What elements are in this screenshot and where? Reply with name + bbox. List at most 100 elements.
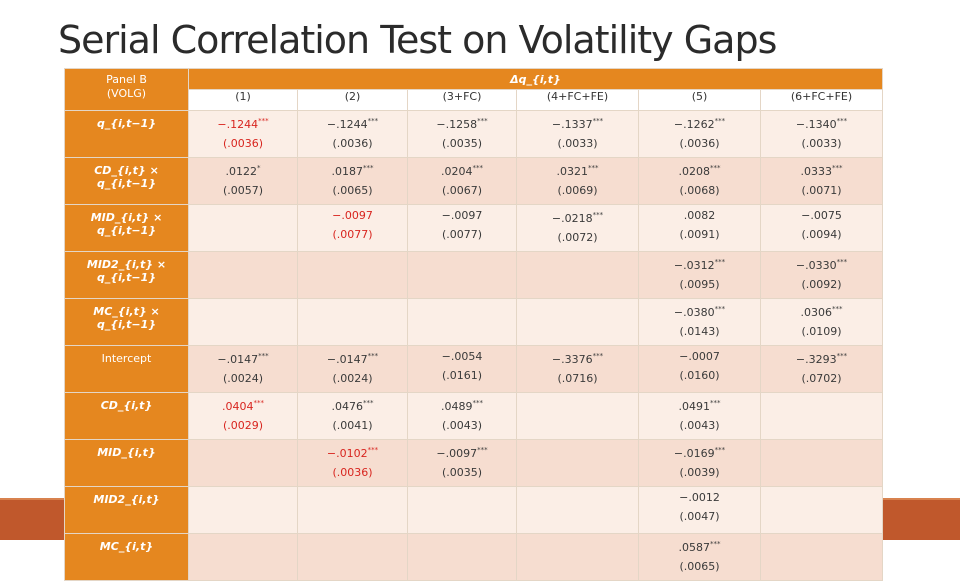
table-cell (516, 251, 639, 299)
row-label: MID2_{i,t} (64, 486, 189, 534)
standard-error: (.0071) (801, 184, 842, 197)
coefficient: −.0147*** (189, 347, 297, 369)
table-row: CD_{i,t} .0404*** (.0029) .0476*** (.0041) .0… (64, 392, 884, 440)
coefficient-value: −.0097 (332, 209, 373, 222)
coefficient-value: −.1244 (326, 118, 368, 131)
coefficient-value: −.0075 (801, 209, 842, 222)
table-cell: −.0097 (.0077) (407, 204, 517, 252)
coefficient: −.0097*** (408, 441, 516, 463)
table-cell (297, 298, 408, 346)
row-label: MC_{i,t} (64, 533, 189, 581)
coefficient-value: −.1340 (795, 118, 837, 131)
standard-error: (.0047) (679, 510, 720, 523)
standard-error: (.0160) (679, 369, 720, 382)
table-cell: −.0075 (.0094) (759, 204, 884, 252)
significance-stars: *** (367, 446, 379, 454)
table-row: CD_{i,t} × q_{i,t−1} .0122* (.0057) .0187**… (64, 157, 884, 205)
table-cell: −.0102*** (.0036) (297, 439, 408, 487)
significance-stars: *** (363, 164, 374, 172)
significance-stars: *** (710, 399, 721, 407)
coefficient-value: −.1244 (217, 118, 259, 131)
table-cell: −.1244*** (.0036) (297, 110, 408, 158)
table-cell (407, 533, 517, 581)
row-label: MID2_{i,t} × q_{i,t−1} (64, 251, 189, 299)
table-row: MC_{i,t} .0587*** (.0065) (64, 533, 884, 581)
significance-stars: *** (714, 117, 726, 125)
significance-stars: *** (258, 117, 269, 125)
row-label: CD_{i,t} (64, 392, 189, 440)
column-header: (6+FC+FE) (759, 89, 884, 111)
significance-stars: *** (714, 258, 726, 266)
standard-error: (.0161) (441, 369, 483, 382)
column-header: (3+FC) (407, 89, 517, 111)
coefficient-value: −.0102 (326, 447, 368, 460)
coefficient: .0082 (639, 206, 760, 225)
table-cell: .0122* (.0057) (188, 157, 298, 205)
significance-stars: *** (836, 352, 848, 360)
coefficient: .0491*** (639, 394, 760, 416)
standard-error: (.0065) (332, 184, 373, 197)
coefficient-value: −.0312 (673, 259, 715, 272)
standard-error: (.0024) (222, 372, 264, 385)
table-cell: −.1340*** (.0033) (759, 110, 884, 158)
coefficient: −.1258*** (408, 112, 516, 134)
standard-error: (.0069) (557, 184, 598, 197)
coefficient: .0404*** (189, 394, 297, 416)
table-cell: −.0147*** (.0024) (188, 345, 298, 393)
significance-stars: *** (367, 117, 379, 125)
coefficient-value: .0404 (222, 400, 254, 413)
standard-error: (.0702) (801, 372, 842, 385)
standard-error: (.0036) (222, 137, 264, 150)
row-label: CD_{i,t} × q_{i,t−1} (64, 157, 189, 205)
significance-stars: *** (592, 352, 604, 360)
significance-stars: *** (714, 446, 726, 454)
table-cell (297, 251, 408, 299)
table-cell (407, 486, 517, 534)
significance-stars: *** (367, 352, 379, 360)
coefficient: −.0012 (639, 488, 760, 507)
table-cell (516, 533, 639, 581)
coefficient: −.0312*** (639, 253, 760, 275)
coefficient-value: −.0218 (551, 212, 593, 225)
standard-error: (.0036) (332, 466, 373, 479)
coefficient-value: .0491 (678, 400, 711, 413)
significance-stars: *** (588, 164, 599, 172)
coefficient-value: −.0012 (679, 491, 720, 504)
standard-error: (.0033) (557, 137, 598, 150)
standard-error: (.0092) (801, 278, 842, 291)
significance-stars: *** (710, 540, 721, 548)
standard-error: (.0036) (332, 137, 373, 150)
coefficient-value: .0476 (331, 400, 364, 413)
coefficient-value: .0306 (800, 306, 833, 319)
coefficient-value: −.0147 (326, 353, 368, 366)
significance-stars: *** (477, 446, 488, 454)
row-label: MC_{i,t} × q_{i,t−1} (64, 298, 189, 346)
table-cell: −.0169*** (.0039) (638, 439, 761, 487)
regression-table: Panel B (VOLG) Δq_{i,t} (1) (2) (3+FC) (4+F… (64, 68, 884, 581)
coefficient-value: .0204 (441, 165, 473, 178)
significance-stars: *** (472, 164, 484, 172)
standard-error: (.0143) (679, 325, 720, 338)
coefficient-value: .0082 (683, 209, 716, 222)
column-header: (2) (297, 89, 408, 111)
coefficient-value: −.0097 (436, 447, 478, 460)
coefficient: .0122* (189, 159, 297, 181)
table-cell (297, 533, 408, 581)
standard-error: (.0109) (801, 325, 842, 338)
slide-title: Serial Correlation Test on Volatility Ga… (58, 18, 777, 62)
table-row: MID2_{i,t} −.0012 (.0047) (64, 486, 884, 534)
table-cell (297, 486, 408, 534)
coefficient-value: −.1337 (551, 118, 593, 131)
table-cell (188, 533, 298, 581)
coefficient: .0321*** (517, 159, 638, 181)
standard-error: (.0094) (801, 228, 842, 241)
coefficient-value: −.1262 (673, 118, 715, 131)
standard-error: (.0024) (332, 372, 373, 385)
coefficient: −.0169*** (639, 441, 760, 463)
significance-stars: *** (363, 399, 374, 407)
table-cell (516, 298, 639, 346)
coefficient: −.1340*** (761, 112, 882, 134)
table-cell: −.3293*** (.0702) (759, 345, 884, 393)
table-cell: −.1337*** (.0033) (516, 110, 639, 158)
table-cell: −.0312*** (.0095) (638, 251, 761, 299)
